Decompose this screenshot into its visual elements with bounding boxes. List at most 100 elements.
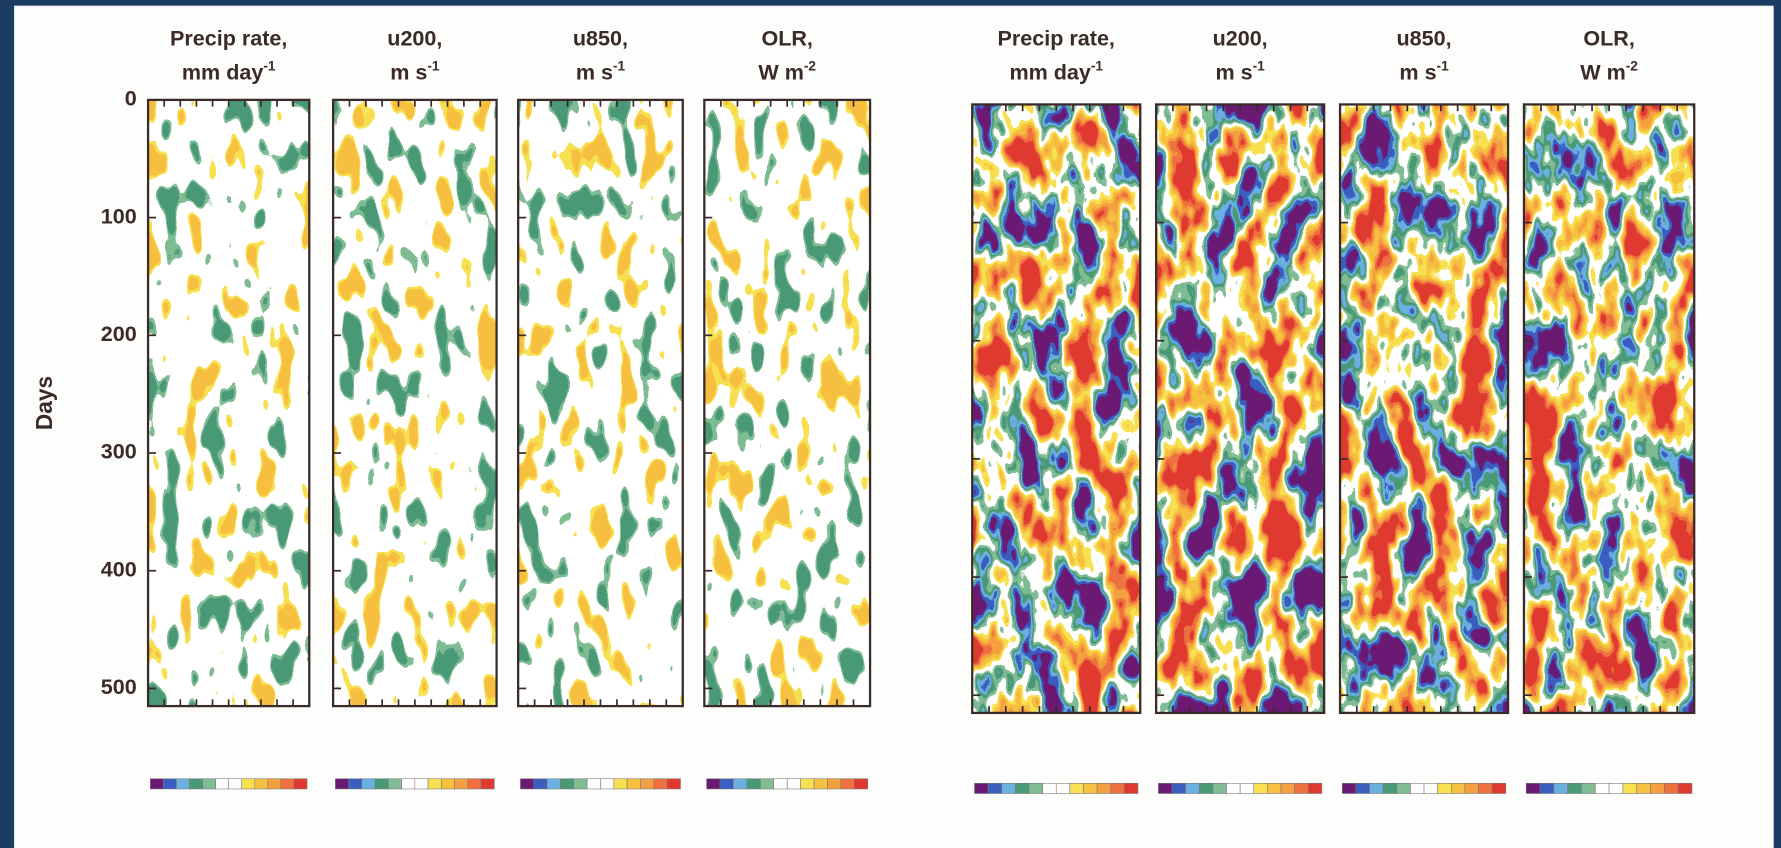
colorbar-cell (362, 779, 375, 789)
colorbar-cell (1158, 783, 1172, 793)
colorbar-cell (1595, 783, 1609, 793)
colorbar-cell (176, 779, 189, 789)
colorbar-cell (1199, 783, 1213, 793)
colorbar-cell (587, 779, 600, 789)
colorbar-cell (268, 779, 281, 789)
colorbar-cell (547, 779, 560, 789)
colorbar-cell (1383, 783, 1397, 793)
y-tick-label: 0 (125, 86, 137, 111)
unit-exponent: -2 (804, 58, 817, 73)
colorbar-cell (1410, 783, 1424, 793)
colorbar-cell (1070, 783, 1084, 793)
y-tick-label: 200 (101, 321, 137, 346)
colorbar-cell (150, 779, 163, 789)
unit-exponent: -1 (1253, 58, 1266, 73)
colorbar-cell (375, 779, 388, 789)
colorbar-cell (455, 779, 468, 789)
unit-exponent: -1 (263, 58, 276, 73)
figure: Days 0100200300400500Precip rate,mm day-… (0, 0, 1781, 848)
colorbar-cell (1111, 783, 1125, 793)
colorbar-cell (640, 779, 653, 789)
colorbar-cell (1664, 783, 1678, 793)
colorbar-cell (600, 779, 613, 789)
unit-exponent: -2 (1626, 58, 1639, 73)
y-tick-label: 100 (101, 203, 137, 228)
colorbar-cell (814, 779, 827, 789)
colorbar-cell (402, 779, 415, 789)
colorbar-cell (281, 779, 294, 789)
colorbar-cell (720, 779, 733, 789)
colorbar-cell (1397, 783, 1411, 793)
colorbar-cell (1342, 783, 1356, 793)
colorbar-cell (428, 779, 441, 789)
unit-text: m s (1399, 59, 1436, 84)
colorbar-cell (747, 779, 760, 789)
colorbar-cell (1438, 783, 1452, 793)
colorbar-cell (560, 779, 573, 789)
y-axis-label: Days (31, 376, 57, 430)
unit-text: W m (1580, 59, 1625, 84)
colorbar-cell (229, 779, 242, 789)
colorbar-cell (1186, 783, 1200, 793)
colorbar-cell (1479, 783, 1493, 793)
colorbar-cell (255, 779, 268, 789)
colorbar-cell (1451, 783, 1465, 793)
colorbar-cell (203, 779, 216, 789)
colorbar-cell (190, 779, 203, 789)
colorbar-cell (1097, 783, 1111, 793)
colorbar-cell (975, 783, 989, 793)
colorbar-cell (1356, 783, 1370, 793)
unit-text: mm day (182, 59, 263, 84)
colorbar-cell (1540, 783, 1554, 793)
colorbar-cell (1172, 783, 1186, 793)
colorbar-cell (627, 779, 640, 789)
unit-text: m s (576, 59, 613, 84)
colorbar-cell (1124, 783, 1138, 793)
colorbar-cell (1651, 783, 1665, 793)
field (148, 100, 309, 706)
colorbar-cell (441, 779, 454, 789)
colorbar-cell (654, 779, 667, 789)
unit-text: m s (1216, 59, 1253, 84)
unit-exponent: -1 (613, 58, 626, 73)
colorbar-cell (1056, 783, 1070, 793)
panel-title: OLR, (1583, 25, 1634, 50)
panel-title: Precip rate, (170, 25, 287, 50)
y-tick-label: 300 (101, 439, 137, 464)
colorbar-cell (415, 779, 428, 789)
colorbar-cell (1240, 783, 1254, 793)
field (1340, 104, 1508, 712)
colorbar-cell (1295, 783, 1309, 793)
panel-title: u850, (1396, 25, 1451, 50)
colorbar-cell (1568, 783, 1582, 793)
colorbar-cell (774, 779, 787, 789)
colorbar-cell (1465, 783, 1479, 793)
colorbar-cell (242, 779, 255, 789)
colorbar-cell (163, 779, 176, 789)
colorbar-cell (801, 779, 814, 789)
unit-text: W m (758, 59, 803, 84)
colorbar-cell (760, 779, 773, 789)
colorbar-cell (1609, 783, 1623, 793)
colorbar-cell (1678, 783, 1692, 793)
colorbar-cell (1015, 783, 1029, 793)
unit-exponent: -1 (1091, 58, 1104, 73)
colorbar-cell (841, 779, 854, 789)
field (704, 100, 870, 706)
colorbar-cell (733, 779, 746, 789)
colorbar-cell (294, 779, 307, 789)
colorbar-cell (1637, 783, 1651, 793)
colorbar-cell (1043, 783, 1057, 793)
colorbar-cell (1492, 783, 1506, 793)
panel-title: u850, (573, 25, 628, 50)
panel-title: OLR, (761, 25, 812, 50)
colorbar-cell (1281, 783, 1295, 793)
panel-title: u200, (1213, 25, 1268, 50)
colorbar-cell (988, 783, 1002, 793)
unit-exponent: -1 (427, 58, 440, 73)
colorbar-cell (1083, 783, 1097, 793)
field (333, 100, 496, 706)
field (1156, 104, 1324, 712)
colorbar-cell (1213, 783, 1227, 793)
colorbar-cell (1370, 783, 1384, 793)
